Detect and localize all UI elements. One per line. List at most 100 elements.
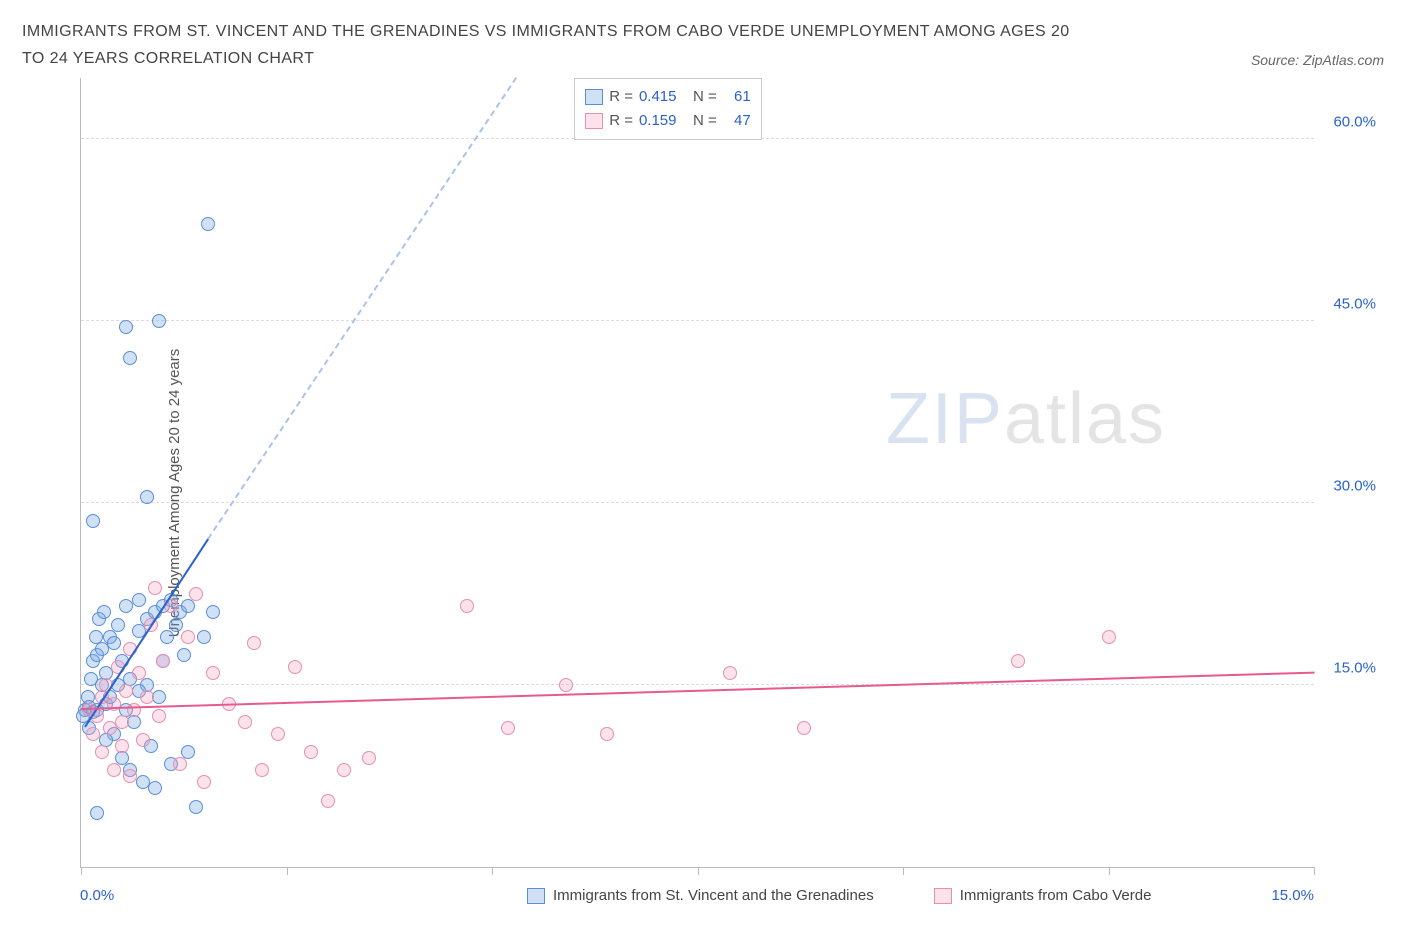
data-point [189,587,203,601]
data-point [206,605,220,619]
data-point [140,690,154,704]
y-tick-label: 15.0% [1333,660,1376,677]
legend-swatch-blue [527,888,545,904]
data-point [181,599,195,613]
data-point [111,618,125,632]
data-point [115,739,129,753]
stat-r-label: R = [609,85,633,109]
gridline [81,320,1314,321]
data-point [107,636,121,650]
y-tick-label: 45.0% [1333,296,1376,313]
x-tick [492,867,493,875]
stats-row: R =0.415N =61 [585,85,751,109]
data-point [136,733,150,747]
watermark-atlas: atlas [1004,379,1166,459]
x-tick [81,867,82,875]
legend-swatch-pink [934,888,952,904]
stats-box: R =0.415N =61R =0.159N =47 [574,78,762,140]
stat-n-label: N = [693,109,717,133]
data-point [197,630,211,644]
stat-n-value: 61 [723,85,751,109]
stats-swatch [585,113,603,129]
data-point [1011,654,1025,668]
stats-row: R =0.159N =47 [585,109,751,133]
gridline [81,502,1314,503]
data-point [723,666,737,680]
data-point [304,745,318,759]
data-point [152,690,166,704]
source-attribution: Source: ZipAtlas.com [1251,52,1384,72]
stats-swatch [585,89,603,105]
trend-line [81,671,1314,709]
data-point [797,721,811,735]
stat-r-label: R = [609,109,633,133]
data-point [95,745,109,759]
data-point [160,630,174,644]
data-point [559,678,573,692]
data-point [127,715,141,729]
legend-label-1: Immigrants from St. Vincent and the Gren… [553,887,874,904]
data-point [123,769,137,783]
data-point [132,666,146,680]
chart-header: IMMIGRANTS FROM ST. VINCENT AND THE GREN… [22,18,1384,72]
y-tick-label: 60.0% [1333,114,1376,131]
data-point [288,660,302,674]
data-point [197,775,211,789]
data-point [271,727,285,741]
data-point [206,666,220,680]
x-tick [1109,867,1110,875]
data-point [148,781,162,795]
x-tick [903,867,904,875]
x-axis-max-label: 15.0% [1271,887,1314,904]
legend-label-2: Immigrants from Cabo Verde [960,887,1152,904]
data-point [86,514,100,528]
data-point [201,217,215,231]
data-point [337,763,351,777]
data-point [247,636,261,650]
data-point [152,709,166,723]
data-point [123,351,137,365]
x-axis-origin-label: 0.0% [80,887,114,904]
data-point [362,751,376,765]
stat-r-value: 0.159 [639,109,687,133]
x-tick [698,867,699,875]
data-point [181,745,195,759]
legend-item-2: Immigrants from Cabo Verde [934,887,1152,904]
data-point [501,721,515,735]
data-point [127,703,141,717]
data-point [177,648,191,662]
legend-item-1: Immigrants from St. Vincent and the Gren… [527,887,874,904]
data-point [119,684,133,698]
x-tick [287,867,288,875]
data-point [255,763,269,777]
data-point [140,490,154,504]
data-point [148,581,162,595]
data-point [156,654,170,668]
data-point [86,727,100,741]
data-point [1102,630,1116,644]
data-point [460,599,474,613]
data-point [169,618,183,632]
bottom-legend: 0.0% Immigrants from St. Vincent and the… [80,887,1314,904]
data-point [107,763,121,777]
chart-container: Unemployment Among Ages 20 to 24 years Z… [22,78,1384,908]
stat-n-label: N = [693,85,717,109]
data-point [600,727,614,741]
plot-area: ZIPatlas 15.0%30.0%45.0%60.0%R =0.415N =… [80,78,1314,868]
watermark-zip: ZIP [886,379,1004,459]
data-point [132,593,146,607]
data-point [321,794,335,808]
data-point [90,806,104,820]
y-tick-label: 30.0% [1333,478,1376,495]
data-point [189,800,203,814]
chart-title: IMMIGRANTS FROM ST. VINCENT AND THE GREN… [22,18,1072,72]
data-point [115,715,129,729]
data-point [119,320,133,334]
data-point [97,605,111,619]
data-point [181,630,195,644]
data-point [173,757,187,771]
stat-n-value: 47 [723,109,751,133]
watermark: ZIPatlas [886,378,1166,460]
data-point [238,715,252,729]
stat-r-value: 0.415 [639,85,687,109]
